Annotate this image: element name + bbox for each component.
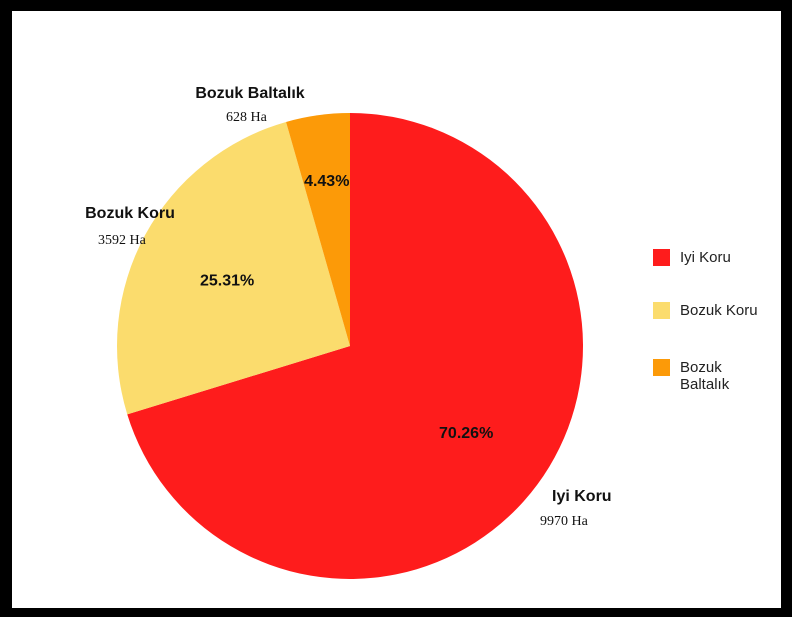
legend-item-bozuk-baltalik: Bozuk Baltalık — [653, 359, 770, 393]
callout-value-iyi-koru: 9970 Ha — [540, 514, 589, 529]
chart-frame: 70.26% 25.31% 4.43% Iyi Koru 9970 Ha Bozuk Ko… — [12, 11, 781, 608]
legend-item-iyi-koru: Iyi Koru — [653, 249, 770, 302]
legend-swatch-bozuk-baltalik — [653, 359, 670, 376]
callout-name-bozuk-koru: Bozuk Koru — [85, 205, 175, 222]
legend-label-bozuk-koru: Bozuk Koru — [680, 302, 758, 319]
pie-chart: 70.26% 25.31% 4.43% Iyi Koru 9970 Ha Bozuk Ko… — [85, 85, 612, 579]
legend-label-iyi-koru: Iyi Koru — [680, 249, 731, 266]
pie-slice-bozuk-baltalik — [286, 113, 350, 346]
slice-percent-iyi-koru: 70.26% — [439, 425, 493, 442]
callout-value-bozuk-koru: 3592 Ha — [98, 233, 147, 248]
pie-slice-iyi-koru — [127, 113, 583, 579]
callout-name-bozuk-baltalik: Bozuk Baltalık — [195, 85, 304, 102]
legend-label-bozuk-baltalik: Bozuk Baltalık — [680, 359, 730, 393]
slice-percent-bozuk-baltalik: 4.43% — [304, 173, 349, 190]
pie-slice-bozuk-koru — [117, 121, 350, 415]
legend-swatch-iyi-koru — [653, 249, 670, 266]
legend-swatch-bozuk-koru — [653, 302, 670, 319]
legend: Iyi Koru Bozuk Koru Bozuk Baltalık — [653, 249, 770, 393]
callout-value-bozuk-baltalik: 628 Ha — [226, 110, 268, 125]
callout-name-iyi-koru: Iyi Koru — [552, 488, 612, 505]
slice-percent-bozuk-koru: 25.31% — [200, 272, 254, 289]
legend-item-bozuk-koru: Bozuk Koru — [653, 302, 770, 359]
